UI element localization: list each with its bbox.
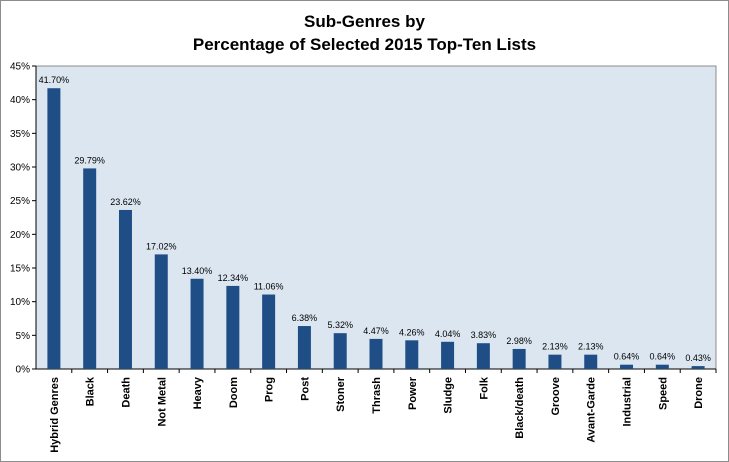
bar [620,364,634,369]
data-label: 4.26% [399,327,425,337]
y-tick-label: 25% [10,196,30,207]
bar [190,278,204,369]
bar [47,88,61,369]
data-label: 0.64% [614,352,640,362]
y-tick-label: 0% [16,365,31,376]
category-label: Post [299,377,311,401]
y-tick-label: 20% [10,230,30,241]
category-label: Black/death [514,377,526,439]
category-label: Hybrid Genres [49,377,61,453]
data-label: 0.64% [650,352,676,362]
bar [512,348,526,369]
bar [548,354,562,369]
category-label: Stoner [335,376,347,412]
bar [441,341,455,369]
data-label: 11.06% [254,282,284,292]
data-label: 4.47% [363,326,389,336]
category-label: Folk [478,376,490,399]
category-label: Black [85,376,97,406]
data-label: 29.79% [74,155,105,165]
data-label: 6.38% [292,313,318,323]
data-label: 2.13% [578,342,604,352]
bar [476,343,490,369]
data-label: 0.43% [685,353,711,363]
bar [584,354,598,369]
category-label: Industrial [622,377,634,427]
category-label: Avant-Garde [586,377,598,443]
bar [369,338,383,369]
data-label: 3.83% [471,330,497,340]
category-label: Drone [693,377,705,409]
data-label: 5.32% [327,320,353,330]
bar [297,326,311,369]
category-label: Heavy [192,376,204,409]
plot-background [35,65,717,370]
y-tick-label: 5% [16,331,31,342]
bar [226,285,240,369]
bar [655,364,669,369]
chart-title-line-1: Sub-Genres by [304,12,425,31]
bar [154,254,168,369]
category-label: Death [120,377,132,408]
bar [118,209,132,369]
data-label: 41.70% [39,75,70,85]
data-label: 4.04% [435,329,461,339]
data-label: 2.98% [506,336,532,346]
bar [333,333,347,369]
y-tick-label: 15% [10,264,30,275]
data-label: 23.62% [110,197,141,207]
category-label: Sludge [443,377,455,414]
chart-title-line-2: Percentage of Selected 2015 Top-Ten List… [192,35,537,54]
data-label: 2.13% [542,342,568,352]
bar [405,340,419,369]
category-label: Not Metal [156,377,168,427]
chart-title: Sub-Genres by Percentage of Selected 201… [0,10,729,56]
y-tick-label: 30% [10,163,30,174]
y-tick-label: 40% [10,95,30,106]
bar [262,294,276,369]
category-label: Prog [264,377,276,402]
data-label: 13.40% [182,266,213,276]
category-label: Doom [228,377,240,408]
category-label: Groove [550,377,562,416]
category-label: Power [407,376,419,410]
y-tick-label: 45% [10,62,30,73]
data-label: 17.02% [146,241,177,251]
y-tick-label: 10% [10,297,30,308]
data-label: 12.34% [218,273,249,283]
category-label: Thrash [371,377,383,414]
bar [83,168,97,369]
bar [691,366,705,369]
y-tick-label: 35% [10,129,30,140]
category-label: Speed [657,377,669,410]
